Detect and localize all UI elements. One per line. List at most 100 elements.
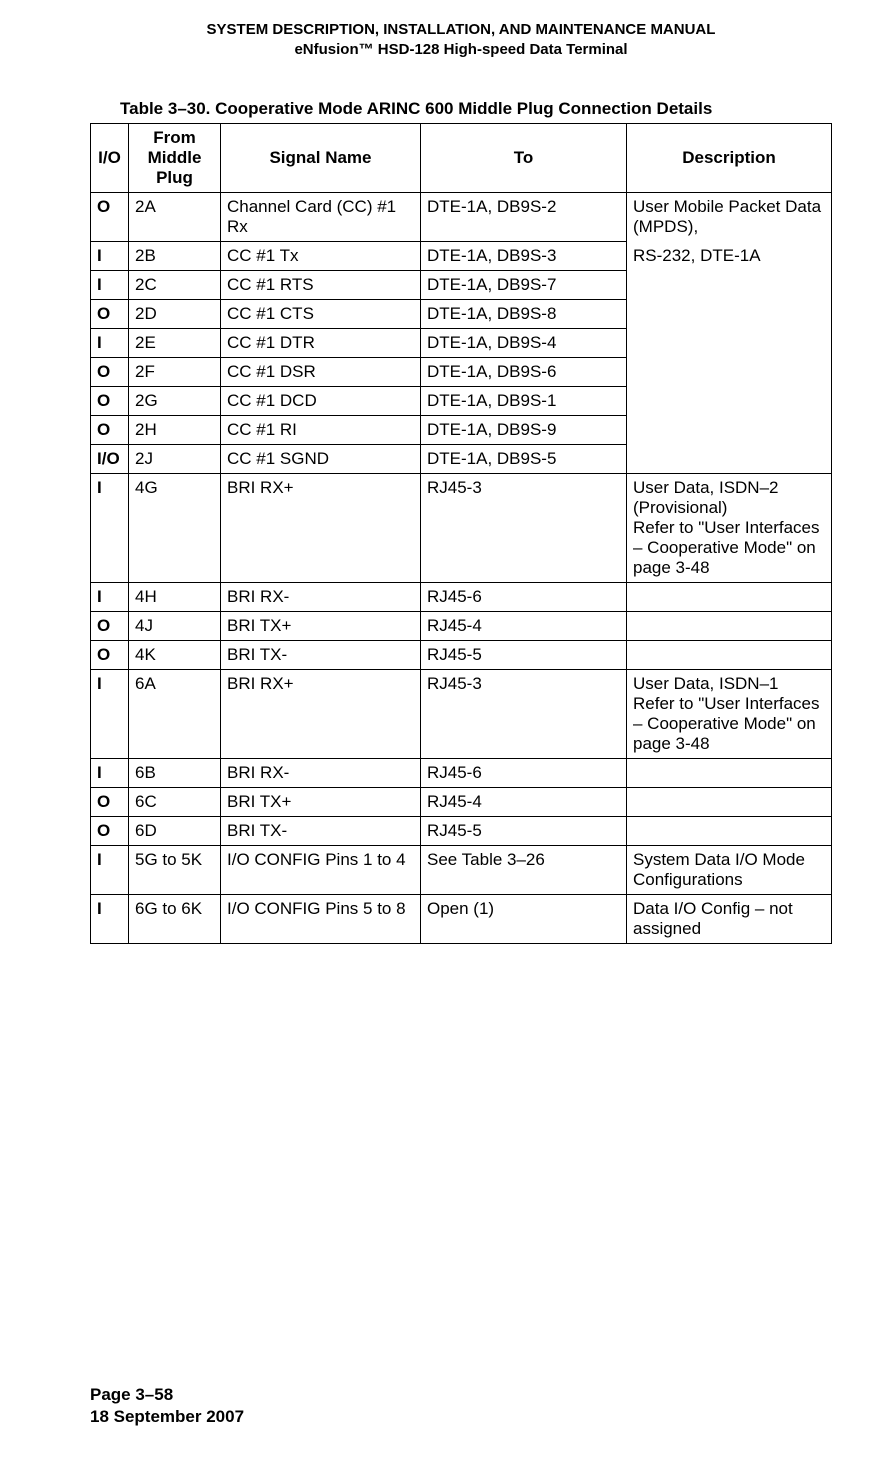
cell-signal: Channel Card (CC) #1 Rx (221, 193, 421, 242)
footer-date: 18 September 2007 (90, 1406, 244, 1428)
table-row: I2BCC #1 TxDTE-1A, DB9S-3RS-232, DTE-1A (91, 242, 832, 271)
col-to: To (421, 124, 627, 193)
cell-signal: CC #1 CTS (221, 300, 421, 329)
cell-description (627, 583, 832, 612)
cell-to: RJ45-4 (421, 612, 627, 641)
cell-signal: CC #1 RI (221, 416, 421, 445)
cell-to: DTE-1A, DB9S-2 (421, 193, 627, 242)
cell-io: I (91, 474, 129, 583)
table-row: I6BBRI RX-RJ45-6 (91, 759, 832, 788)
cell-signal: I/O CONFIG Pins 1 to 4 (221, 846, 421, 895)
table-row: I5G to 5KI/O CONFIG Pins 1 to 4See Table… (91, 846, 832, 895)
cell-io: O (91, 387, 129, 416)
cell-description (627, 329, 832, 358)
cell-io: O (91, 788, 129, 817)
cell-to: RJ45-6 (421, 583, 627, 612)
cell-signal: BRI TX+ (221, 612, 421, 641)
cell-from: 4H (129, 583, 221, 612)
cell-description (627, 445, 832, 474)
cell-from: 4J (129, 612, 221, 641)
page-footer: Page 3–58 18 September 2007 (90, 1384, 244, 1428)
cell-to: DTE-1A, DB9S-5 (421, 445, 627, 474)
cell-from: 2G (129, 387, 221, 416)
cell-to: DTE-1A, DB9S-1 (421, 387, 627, 416)
table-row: O2HCC #1 RIDTE-1A, DB9S-9 (91, 416, 832, 445)
cell-description (627, 788, 832, 817)
table-row: I6ABRI RX+RJ45-3User Data, ISDN–1Refer t… (91, 670, 832, 759)
table-row: I/O2JCC #1 SGNDDTE-1A, DB9S-5 (91, 445, 832, 474)
table-row: I4GBRI RX+RJ45-3User Data, ISDN–2 (Provi… (91, 474, 832, 583)
col-io: I/O (91, 124, 129, 193)
cell-signal: BRI RX- (221, 759, 421, 788)
cell-from: 6D (129, 817, 221, 846)
table-row: O4KBRI TX-RJ45-5 (91, 641, 832, 670)
table-row: O2AChannel Card (CC) #1 RxDTE-1A, DB9S-2… (91, 193, 832, 242)
cell-to: RJ45-3 (421, 670, 627, 759)
cell-to: See Table 3–26 (421, 846, 627, 895)
cell-from: 2B (129, 242, 221, 271)
cell-to: DTE-1A, DB9S-7 (421, 271, 627, 300)
cell-description (627, 300, 832, 329)
table-caption: Table 3–30. Cooperative Mode ARINC 600 M… (120, 99, 832, 119)
cell-io: I (91, 271, 129, 300)
table-row: I2ECC #1 DTRDTE-1A, DB9S-4 (91, 329, 832, 358)
page: SYSTEM DESCRIPTION, INSTALLATION, AND MA… (0, 0, 892, 1478)
col-desc: Description (627, 124, 832, 193)
cell-from: 6A (129, 670, 221, 759)
cell-description: User Mobile Packet Data (MPDS), (627, 193, 832, 242)
cell-description: User Data, ISDN–2 (Provisional)Refer to … (627, 474, 832, 583)
cell-io: I (91, 846, 129, 895)
cell-from: 2A (129, 193, 221, 242)
table-row: O4JBRI TX+RJ45-4 (91, 612, 832, 641)
cell-from: 2F (129, 358, 221, 387)
table-row: O2FCC #1 DSRDTE-1A, DB9S-6 (91, 358, 832, 387)
cell-from: 6B (129, 759, 221, 788)
cell-from: 6G to 6K (129, 895, 221, 944)
footer-page: Page 3–58 (90, 1384, 244, 1406)
col-from: From Middle Plug (129, 124, 221, 193)
cell-from: 4K (129, 641, 221, 670)
cell-description (627, 271, 832, 300)
cell-io: O (91, 358, 129, 387)
cell-signal: BRI TX+ (221, 788, 421, 817)
cell-from: 2C (129, 271, 221, 300)
cell-signal: CC #1 DSR (221, 358, 421, 387)
cell-to: RJ45-6 (421, 759, 627, 788)
cell-from: 2E (129, 329, 221, 358)
cell-signal: CC #1 SGND (221, 445, 421, 474)
cell-description (627, 387, 832, 416)
table-row: O6DBRI TX-RJ45-5 (91, 817, 832, 846)
cell-signal: I/O CONFIG Pins 5 to 8 (221, 895, 421, 944)
document-header: SYSTEM DESCRIPTION, INSTALLATION, AND MA… (90, 20, 832, 59)
header-line-1: SYSTEM DESCRIPTION, INSTALLATION, AND MA… (90, 20, 832, 40)
cell-description: System Data I/O Mode Configurations (627, 846, 832, 895)
cell-from: 2J (129, 445, 221, 474)
cell-to: RJ45-4 (421, 788, 627, 817)
cell-signal: CC #1 DTR (221, 329, 421, 358)
cell-signal: CC #1 DCD (221, 387, 421, 416)
cell-io: O (91, 612, 129, 641)
cell-from: 6C (129, 788, 221, 817)
cell-signal: BRI TX- (221, 817, 421, 846)
cell-description (627, 641, 832, 670)
table-row: I4HBRI RX-RJ45-6 (91, 583, 832, 612)
header-line-2: eNfusion™ HSD-128 High-speed Data Termin… (90, 40, 832, 60)
cell-description (627, 817, 832, 846)
table-row: O6CBRI TX+RJ45-4 (91, 788, 832, 817)
cell-from: 4G (129, 474, 221, 583)
table-header-row: I/O From Middle Plug Signal Name To Desc… (91, 124, 832, 193)
cell-to: DTE-1A, DB9S-9 (421, 416, 627, 445)
cell-from: 2H (129, 416, 221, 445)
cell-description (627, 416, 832, 445)
cell-from: 2D (129, 300, 221, 329)
cell-signal: CC #1 RTS (221, 271, 421, 300)
cell-io: O (91, 193, 129, 242)
cell-io: O (91, 817, 129, 846)
connection-table: I/O From Middle Plug Signal Name To Desc… (90, 123, 832, 944)
cell-to: DTE-1A, DB9S-4 (421, 329, 627, 358)
cell-description: Data I/O Config – not assigned (627, 895, 832, 944)
cell-description (627, 358, 832, 387)
cell-io: I (91, 895, 129, 944)
cell-io: I (91, 583, 129, 612)
cell-to: DTE-1A, DB9S-8 (421, 300, 627, 329)
